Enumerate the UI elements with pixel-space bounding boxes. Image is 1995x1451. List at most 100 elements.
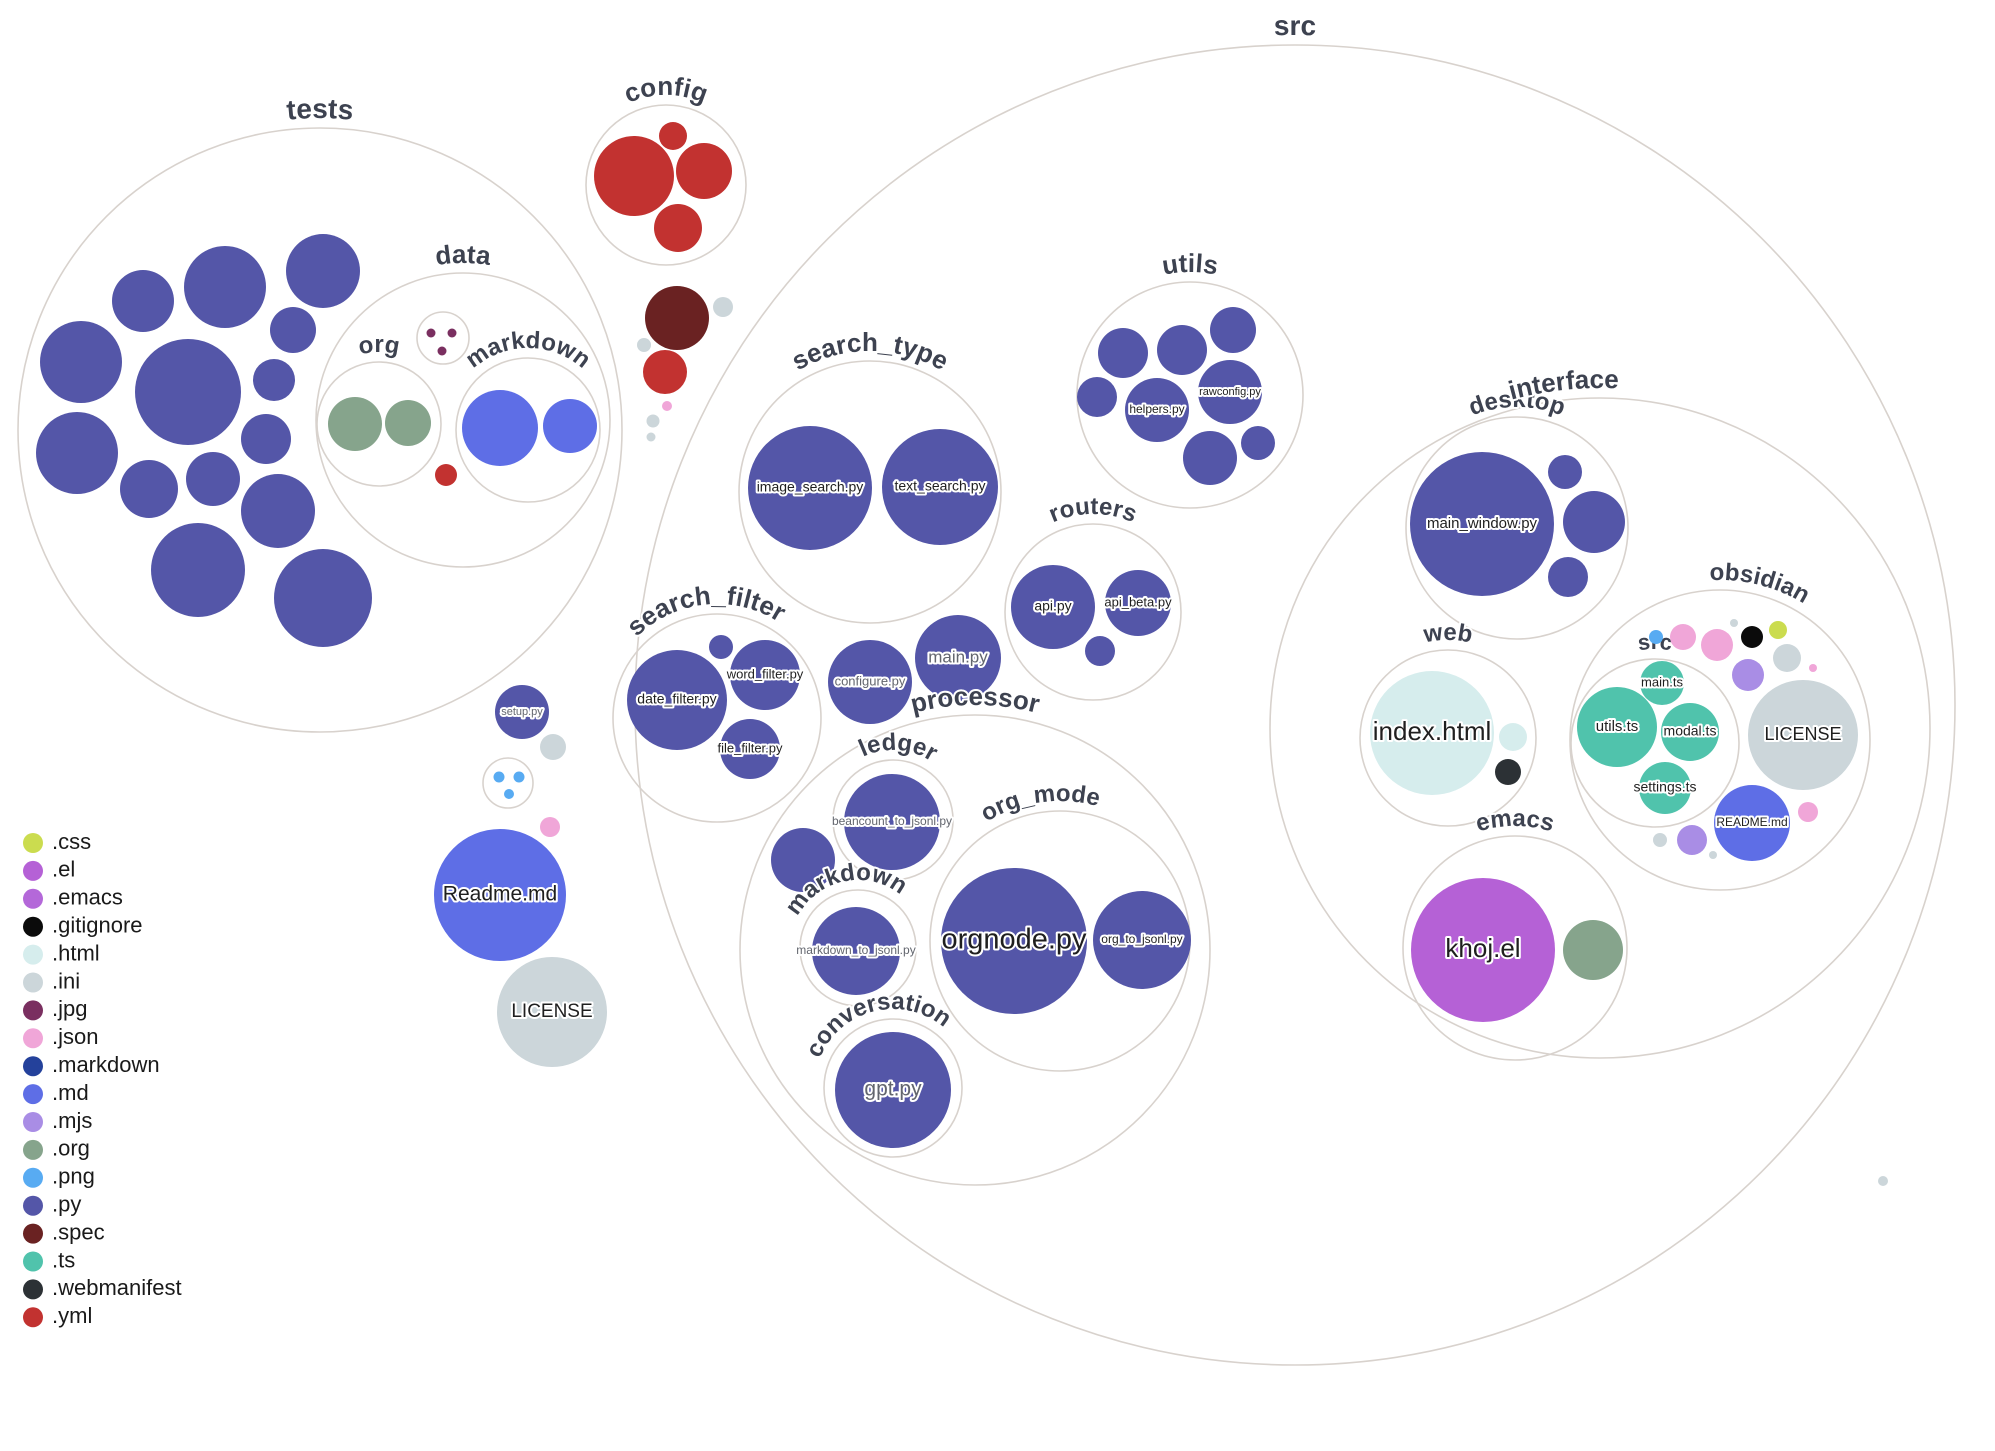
folder-label-processor: processor (907, 681, 1042, 719)
folder-circle-routers (1004, 523, 1182, 701)
file-circle-jpg (447, 328, 457, 338)
folder-circle-utils (1076, 281, 1304, 509)
file-circle-py (1548, 557, 1588, 597)
file-label-date_filter.py: date_filter.py (637, 691, 716, 707)
file-circle-py (184, 246, 266, 328)
legend-label-yml: .yml (52, 1303, 92, 1328)
file-circle-py (771, 828, 835, 892)
folder-circle-data (315, 272, 611, 568)
file-label-file_filter.py: file_filter.py (717, 740, 783, 755)
file-circle-ini (1653, 833, 1667, 847)
folder-circle-org (316, 361, 442, 487)
folder-circle-conversation (823, 1018, 963, 1158)
file-label-beancount_to_jsonl.py: beancount_to_jsonl.py (832, 814, 952, 828)
folder-label-search_filter: search_filter (621, 580, 792, 642)
legend-dot-py (23, 1195, 43, 1216)
legend-label-mjs: .mjs (52, 1108, 92, 1133)
file-circle-README.md (1714, 785, 1790, 861)
file-circle-yml (594, 136, 674, 216)
file-circle-api.py (1011, 565, 1095, 649)
file-circle-png (504, 789, 514, 799)
file-circle-png (493, 771, 505, 783)
legend-label-html: .html (52, 940, 100, 965)
file-circle-LICENSE (497, 957, 607, 1067)
file-circle-text_search.py (882, 429, 998, 545)
file-circle-configure.py (828, 640, 912, 724)
legend-dot-mjs (23, 1112, 43, 1132)
file-circle-json (662, 401, 672, 411)
file-circle-json (1798, 802, 1818, 822)
folder-circle-emacs (1402, 835, 1628, 1061)
file-circle-gpt.py (835, 1032, 951, 1148)
file-circle-word_filter.py (730, 640, 800, 710)
file-circle-main_window.py (1410, 452, 1554, 596)
legend-dot-el (23, 860, 43, 881)
file-circle-py (1085, 636, 1115, 666)
file-circle-webmanifest (1495, 759, 1521, 785)
file-circle-ini (1730, 619, 1738, 627)
file-circle-py (241, 414, 291, 464)
folder-label-org: org (356, 331, 401, 360)
file-circle-yml (659, 122, 687, 150)
file-circle-mjs (1677, 825, 1707, 855)
file-circle-utils.ts (1577, 687, 1657, 767)
file-circle-py (1210, 307, 1256, 353)
file-label-main.py: main.py (928, 647, 988, 666)
file-circle-yml (435, 464, 457, 486)
file-circle-index.html (1370, 671, 1494, 795)
file-label-word_filter.py: word_filter.py (726, 666, 804, 681)
file-label-org_to_jsonl.py: org_to_jsonl.py (1101, 932, 1182, 946)
file-circle-spec (645, 286, 709, 350)
file-circle-image_search.py (748, 426, 872, 550)
folder-circle-search_type (738, 360, 1002, 624)
legend-label-gitignore: .gitignore (52, 913, 143, 938)
file-circle-py (40, 321, 122, 403)
file-circle-yml (676, 143, 732, 199)
legend-dot-md (23, 1084, 43, 1105)
legend-dot-png (23, 1167, 43, 1188)
file-label-LICENSE: LICENSE (1764, 724, 1841, 744)
legend-dot-emacs (23, 888, 43, 909)
file-label-khoj.el: khoj.el (1445, 933, 1520, 963)
file-circle-py (1241, 426, 1275, 460)
file-circle-py (1077, 377, 1117, 417)
file-circle-py (1563, 491, 1625, 553)
file-circle-ini (646, 432, 656, 442)
folder-circle-web (1359, 649, 1537, 827)
legend-label-py: .py (52, 1192, 81, 1217)
legend-label-spec: .spec (52, 1219, 105, 1244)
file-circle-py (1157, 325, 1207, 375)
folder-circle-obsidian (1569, 589, 1871, 891)
file-circle-css (1769, 621, 1787, 639)
file-circle-modal.ts (1661, 703, 1719, 761)
legend-dot-gitignore (23, 916, 43, 937)
file-circle-main.ts (1640, 661, 1684, 705)
file-label-helpers.py: helpers.py (1129, 402, 1184, 416)
file-circle-markdown_to_jsonl.py (812, 907, 900, 995)
legend-label-ini: .ini (52, 968, 80, 993)
file-circle-py (1548, 455, 1582, 489)
file-circle-settings.ts (1639, 762, 1691, 814)
folder-label-markdown: markdown (461, 327, 596, 374)
file-circle-py (120, 460, 178, 518)
file-circle-py (36, 412, 118, 494)
file-circle-py (241, 474, 315, 548)
file-circle-json (1701, 629, 1733, 661)
file-circle-ini (540, 734, 566, 760)
folder-circle-config (585, 104, 747, 266)
folder-label-web: web (1421, 619, 1475, 649)
folder-label-config: config (620, 71, 712, 109)
folder-circle-ledger (832, 759, 954, 881)
legend-label-jpg: .jpg (52, 996, 87, 1021)
file-label-image_search.py: image_search.py (757, 479, 864, 495)
folder-circle-markdown (799, 889, 917, 1007)
folder-label-obsidian: obsidian (1709, 559, 1814, 609)
legend-label-el: .el (52, 857, 75, 882)
file-circle-ini (646, 414, 660, 428)
legend-dot-spec (23, 1223, 43, 1244)
folder-label-emacs: emacs (1473, 805, 1557, 838)
file-circle-yml (654, 204, 702, 252)
file-circle-png (1649, 630, 1663, 644)
legend-dot-ini (23, 972, 43, 993)
file-label-configure.py: configure.py (835, 673, 906, 688)
